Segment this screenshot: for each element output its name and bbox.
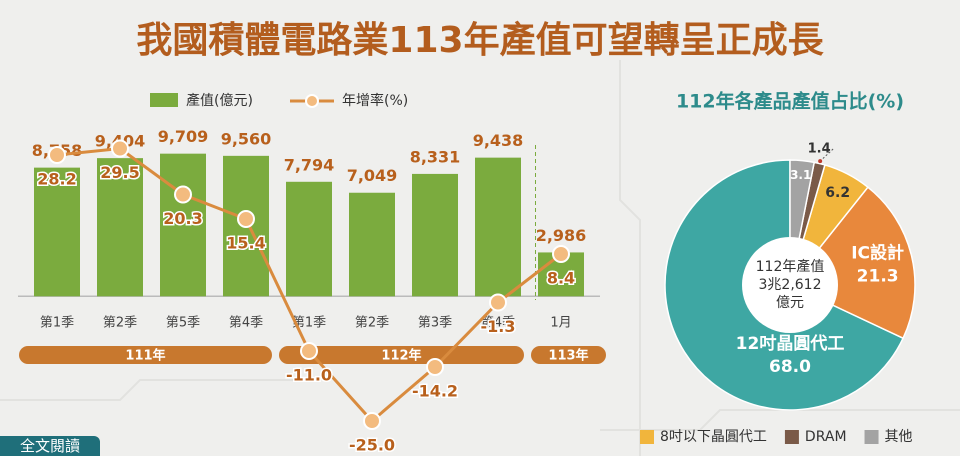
slice-value-label: 68.0 (769, 357, 811, 377)
line-marker (300, 342, 318, 360)
line-value-label: 8.4 (547, 269, 575, 288)
slice-value-label: 21.3 (857, 267, 899, 287)
x-tick-label: 第2季 (103, 316, 137, 331)
bar (475, 157, 521, 297)
bar-value-label: 8,331 (410, 147, 461, 166)
bar (160, 153, 206, 297)
legend-swatch (305, 94, 319, 108)
leader-line (819, 148, 834, 162)
x-tick-label: 第2季 (355, 316, 389, 331)
page-title: 我國積體電路業113年產值可望轉呈正成長 (136, 20, 824, 61)
legend-label: 年增率(%) (342, 92, 408, 109)
group-label: 111年 (125, 348, 165, 364)
bar-value-label: 7,049 (347, 166, 398, 185)
x-tick-label: 第5季 (166, 316, 200, 331)
bar (412, 173, 458, 297)
line-marker (48, 146, 66, 164)
group-band (531, 346, 606, 364)
group-band (19, 346, 272, 364)
slice-value-label: 6.2 (825, 185, 850, 201)
legend-label: 8吋以下晶圓代工 (660, 429, 767, 445)
bar (349, 192, 395, 297)
slice-name: 12吋晶圓代工 (736, 333, 845, 354)
line-value-label: 15.4 (226, 234, 265, 253)
center-label: 3兆2,612 (759, 277, 822, 293)
line-value-label: -14.2 (412, 382, 458, 401)
group-band (279, 346, 524, 364)
x-tick-label: 第1季 (292, 316, 326, 331)
legend-swatch (784, 430, 799, 444)
line-value-label: -11.0 (286, 366, 332, 385)
line-marker (237, 210, 255, 228)
pie-center (742, 237, 838, 333)
legend-swatch (864, 430, 879, 444)
line-marker (111, 139, 129, 158)
x-tick-label: 1月 (550, 316, 571, 331)
line-marker (174, 185, 192, 204)
line-marker (489, 293, 507, 312)
line-value-label: 28.2 (37, 170, 76, 189)
bar-value-label: 9,560 (221, 129, 272, 148)
circuit-line (0, 379, 300, 401)
bar (34, 167, 80, 297)
group-label: 113年 (548, 348, 588, 364)
read-more-button[interactable]: 全文閱讀 (0, 436, 100, 456)
legend-label: DRAM (805, 429, 847, 445)
bar-value-label: 9,709 (158, 127, 209, 146)
legend-label: 其他 (885, 429, 913, 445)
center-label: 112年產值 (756, 258, 825, 275)
line-value-label: -25.0 (349, 436, 395, 455)
x-tick-label: 第1季 (40, 316, 74, 331)
x-tick-label: 第4季 (481, 316, 515, 331)
circuit-line (619, 60, 641, 456)
x-tick-label: 第3季 (418, 316, 452, 331)
legend-swatch (150, 93, 178, 107)
pie-slice (788, 186, 916, 340)
x-tick-label: 第4季 (229, 316, 263, 331)
group-label: 112年 (381, 348, 421, 364)
legend-swatch (640, 430, 654, 444)
line-value-label: 29.5 (100, 163, 139, 182)
bar (97, 158, 143, 297)
bar-value-label: 2,986 (536, 226, 587, 245)
bar-value-label: 9,438 (473, 131, 524, 150)
slice-value-label: 1.4 (808, 141, 831, 156)
line-value-label: -1.3 (481, 317, 516, 336)
chart-title: 112年各產品產值占比(%) (676, 90, 904, 113)
line-marker (426, 358, 444, 376)
center-label: 億元 (776, 295, 804, 311)
slice-value-label: 3.1 (790, 168, 811, 182)
leader-dot (818, 159, 823, 164)
legend-label: 產值(億元) (186, 92, 253, 109)
bar-value-label: 7,794 (284, 155, 335, 174)
slice-name: IC設計 (851, 243, 904, 264)
circuit-line (600, 409, 960, 431)
bar (286, 181, 332, 297)
line-value-label: 20.3 (163, 209, 202, 228)
line-marker (363, 412, 381, 430)
line-marker (552, 245, 570, 263)
